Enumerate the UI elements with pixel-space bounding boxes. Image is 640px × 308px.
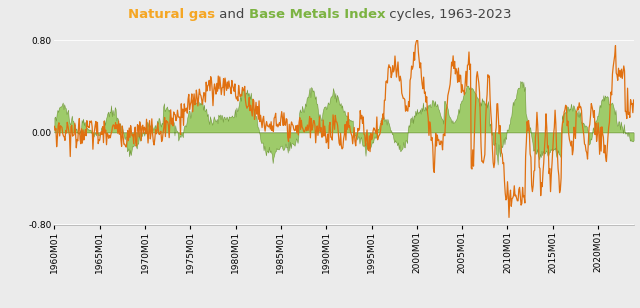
Text: Base Metals Index: Base Metals Index xyxy=(249,8,385,21)
Text: and: and xyxy=(215,8,249,21)
Text: cycles, 1963-2023: cycles, 1963-2023 xyxy=(385,8,512,21)
Text: Natural gas: Natural gas xyxy=(128,8,215,21)
